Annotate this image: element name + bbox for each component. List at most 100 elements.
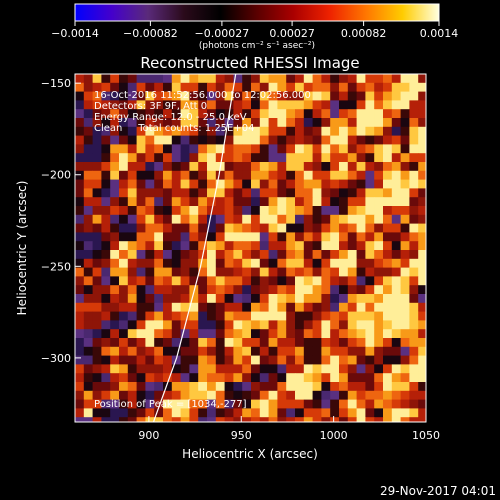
heatmap-cell (154, 355, 164, 365)
heatmap-cell (75, 285, 85, 295)
heatmap-cell (303, 109, 313, 119)
heatmap-cell (286, 338, 296, 348)
heatmap-cell (224, 206, 234, 216)
heatmap-cell (391, 294, 401, 304)
heatmap-cell (233, 250, 243, 260)
heatmap-cell (286, 294, 296, 304)
heatmap-cell (347, 408, 357, 418)
heatmap-cell (374, 170, 384, 180)
heatmap-cell (154, 399, 164, 409)
heatmap-cell (180, 223, 190, 233)
heatmap-cell (75, 294, 85, 304)
heatmap-cell (154, 285, 164, 295)
heatmap-cell (295, 417, 305, 422)
heatmap-cell (277, 206, 287, 216)
heatmap-cell (321, 170, 331, 180)
heatmap-cell (207, 170, 217, 180)
heatmap-cell (339, 153, 349, 163)
heatmap-cell (365, 214, 375, 224)
heatmap-cell (224, 408, 234, 418)
heatmap-cell (330, 162, 340, 172)
heatmap-cell (347, 91, 357, 101)
heatmap-cell (171, 250, 181, 260)
heatmap-cell (321, 382, 331, 392)
heatmap-cell (400, 170, 410, 180)
heatmap-cell (409, 302, 419, 312)
heatmap-cell (365, 311, 375, 321)
heatmap-cell (154, 417, 164, 422)
heatmap-cell (224, 276, 234, 286)
heatmap-cell (198, 329, 208, 339)
heatmap-cell (127, 144, 137, 154)
heatmap-cell (400, 329, 410, 339)
heatmap-cell (286, 399, 296, 409)
heatmap-cell (83, 170, 93, 180)
heatmap-cell (207, 100, 217, 110)
heatmap-cell (365, 346, 375, 356)
heatmap-cell (400, 162, 410, 172)
heatmap-cell (207, 417, 217, 422)
heatmap-cell (330, 276, 340, 286)
heatmap-cell (303, 382, 313, 392)
heatmap-cell (119, 338, 129, 348)
heatmap-cell (374, 197, 384, 207)
heatmap-cell (83, 285, 93, 295)
heatmap-cell (215, 399, 225, 409)
heatmap-cell (215, 206, 225, 216)
heatmap-cell (409, 214, 419, 224)
heatmap-cell (251, 197, 261, 207)
heatmap-cell (418, 338, 426, 348)
heatmap-cell (233, 223, 243, 233)
heatmap-cell (224, 188, 234, 198)
heatmap-cell (242, 100, 252, 110)
heatmap-cell (418, 144, 426, 154)
heatmap-cell (418, 390, 426, 400)
heatmap-cell (286, 250, 296, 260)
heatmap-cell (92, 276, 102, 286)
heatmap-cell (198, 276, 208, 286)
heatmap-cell (101, 188, 111, 198)
heatmap-cell (75, 232, 85, 242)
heatmap-cell (251, 285, 261, 295)
heatmap-cell (391, 206, 401, 216)
heatmap-cell (163, 355, 173, 365)
heatmap-cell (154, 153, 164, 163)
heatmap-cell (268, 214, 278, 224)
heatmap-cell (268, 390, 278, 400)
heatmap-cell (391, 382, 401, 392)
heatmap-cell (233, 346, 243, 356)
heatmap-cell (127, 399, 137, 409)
heatmap-cell (400, 144, 410, 154)
heatmap-cell (391, 100, 401, 110)
heatmap-cell (295, 250, 305, 260)
heatmap-cell (277, 390, 287, 400)
heatmap-cell (347, 320, 357, 330)
heatmap-cell (171, 294, 181, 304)
heatmap-cell (347, 294, 357, 304)
heatmap-cell (286, 346, 296, 356)
heatmap-cell (75, 258, 85, 268)
heatmap-cell (330, 109, 340, 119)
heatmap-cell (145, 197, 155, 207)
heatmap-cell (92, 223, 102, 233)
heatmap-cell (110, 223, 120, 233)
heatmap-cell (127, 258, 137, 268)
heatmap-cell (119, 417, 129, 422)
heatmap-cell (374, 118, 384, 128)
heatmap-cell (136, 267, 146, 277)
heatmap-cell (224, 382, 234, 392)
heatmap-cell (110, 364, 120, 374)
heatmap-cell (374, 91, 384, 101)
heatmap-cell (277, 302, 287, 312)
heatmap-cell (295, 179, 305, 189)
heatmap-cell (277, 294, 287, 304)
heatmap-cell (207, 355, 217, 365)
heatmap-cell (83, 329, 93, 339)
heatmap-cell (409, 206, 419, 216)
heatmap-cell (198, 232, 208, 242)
heatmap-cell (286, 135, 296, 145)
heatmap-cell (356, 258, 366, 268)
heatmap-cell (418, 267, 426, 277)
heatmap-cell (365, 188, 375, 198)
heatmap-cell (75, 170, 85, 180)
